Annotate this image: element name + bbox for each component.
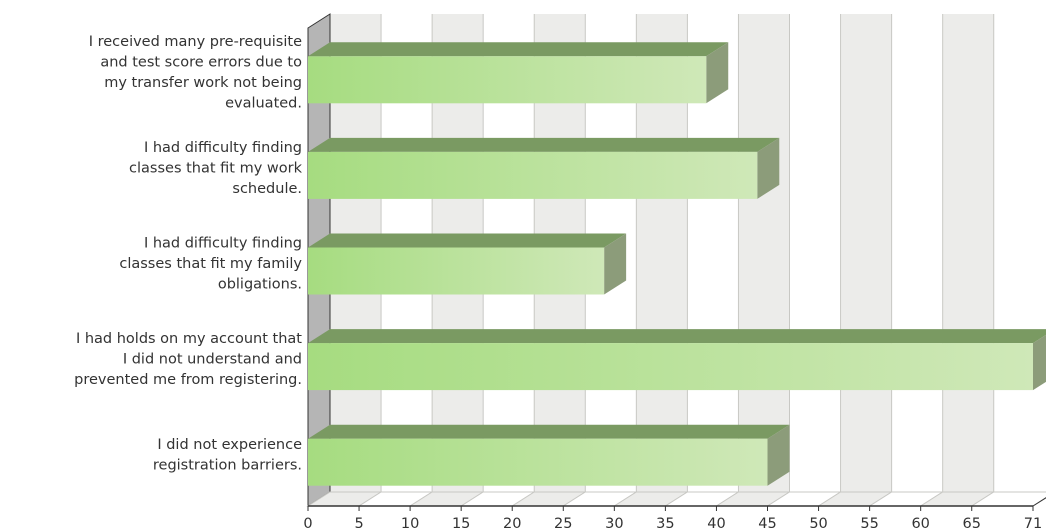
bar-side-face	[706, 42, 729, 104]
bar	[308, 343, 1033, 391]
category-label: I had difficulty finding classes that fit…	[119, 236, 302, 293]
x-tick-label: 55	[860, 516, 878, 532]
category-label-line: and test score errors due to	[100, 55, 302, 71]
bar-top-face	[308, 233, 627, 248]
bar	[308, 438, 768, 486]
category-label-line: I had difficulty finding	[144, 236, 302, 252]
bar-side-face	[1033, 334, 1046, 391]
x-tick-label: 50	[809, 516, 827, 532]
x-tick-label: 20	[503, 516, 521, 532]
x-tick-label: 30	[605, 516, 623, 532]
bar-top-face	[308, 137, 780, 152]
x-tick-labels: 0 5 10 15 20 25 30 35 40 45 50 55 60 65 71	[303, 506, 1042, 532]
x-axis	[308, 497, 1046, 507]
bar-top-face	[308, 329, 1046, 344]
x-tick-label: 60	[911, 516, 929, 532]
bars	[308, 42, 1046, 486]
category-label-line: my transfer work not being	[104, 75, 302, 91]
category-label-line: schedule.	[232, 181, 302, 197]
category-labels: I received many pre-requisite and test sc…	[74, 34, 302, 473]
category-label-line: prevented me from registering.	[74, 372, 302, 388]
x-tick-label: 5	[354, 516, 363, 532]
bar-top-face	[308, 42, 729, 57]
x-tick-label: 0	[303, 516, 312, 532]
bar-side-face	[757, 137, 780, 199]
category-label: I had difficulty finding classes that fit…	[129, 140, 303, 197]
x-tick-label: 15	[452, 516, 470, 532]
x-tick-label: 71	[1024, 516, 1042, 532]
background-band	[738, 14, 790, 492]
category-label: I did not experience registration barrier…	[153, 437, 302, 474]
x-tick-label: 45	[758, 516, 776, 532]
x-tick-label: 10	[401, 516, 419, 532]
floor	[306, 491, 1046, 507]
bar-side-face	[604, 233, 627, 295]
category-label-line: obligations.	[218, 277, 302, 293]
background-band	[840, 14, 892, 492]
category-label: I had holds on my account that I did not …	[74, 331, 302, 388]
bar-side-face	[767, 424, 790, 486]
x-axis-depth-line	[1032, 497, 1046, 507]
category-label-line: I did not experience	[157, 437, 302, 453]
bar	[308, 247, 605, 295]
background-band	[993, 14, 1046, 492]
x-tick-label: 25	[554, 516, 572, 532]
category-label: I received many pre-requisite and test sc…	[89, 34, 302, 112]
background-band	[942, 14, 994, 492]
category-label-line: I had difficulty finding	[144, 140, 302, 156]
category-label-line: classes that fit my family	[119, 256, 302, 272]
x-tick-label: 35	[656, 516, 674, 532]
category-label-line: I had holds on my account that	[76, 331, 302, 347]
x-tick-label: 65	[963, 516, 981, 532]
bar	[308, 56, 707, 104]
bar-top-face	[308, 424, 790, 439]
category-label-line: I did not understand and	[123, 352, 302, 368]
background-band	[891, 14, 943, 492]
category-label-line: classes that fit my work	[129, 160, 303, 176]
background-band	[789, 14, 841, 492]
category-label-line: I received many pre-requisite	[89, 34, 302, 50]
bar	[308, 151, 758, 199]
x-tick-label: 40	[707, 516, 725, 532]
category-label-line: evaluated.	[225, 96, 302, 112]
category-label-line: registration barriers.	[153, 457, 302, 473]
